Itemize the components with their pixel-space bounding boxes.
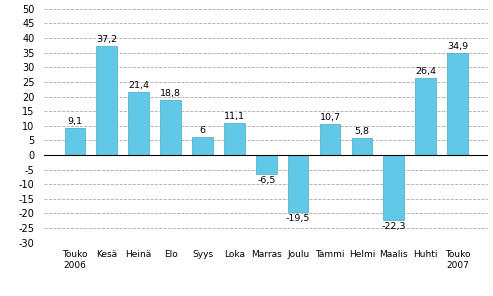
Text: 6: 6 [200, 126, 206, 136]
Text: 26,4: 26,4 [415, 67, 436, 76]
Bar [160, 100, 181, 155]
Text: -6,5: -6,5 [257, 176, 276, 185]
Text: -22,3: -22,3 [382, 222, 406, 231]
Text: 9,1: 9,1 [68, 118, 82, 126]
Bar [288, 155, 309, 212]
Text: 34,9: 34,9 [447, 42, 468, 51]
Text: 5,8: 5,8 [354, 127, 369, 136]
Text: -19,5: -19,5 [286, 214, 310, 223]
Bar [447, 53, 468, 155]
Bar [192, 137, 213, 155]
Bar [319, 124, 340, 155]
Text: 11,1: 11,1 [224, 112, 245, 120]
Text: 37,2: 37,2 [96, 35, 117, 44]
Bar [128, 92, 149, 155]
Text: 21,4: 21,4 [128, 81, 149, 91]
Bar [65, 128, 85, 155]
Text: 10,7: 10,7 [319, 113, 341, 122]
Bar [384, 155, 404, 220]
Bar [415, 78, 436, 155]
Bar [97, 46, 117, 155]
Bar [224, 123, 245, 155]
Text: 18,8: 18,8 [160, 89, 181, 98]
Bar [352, 138, 372, 155]
Bar [256, 155, 277, 174]
